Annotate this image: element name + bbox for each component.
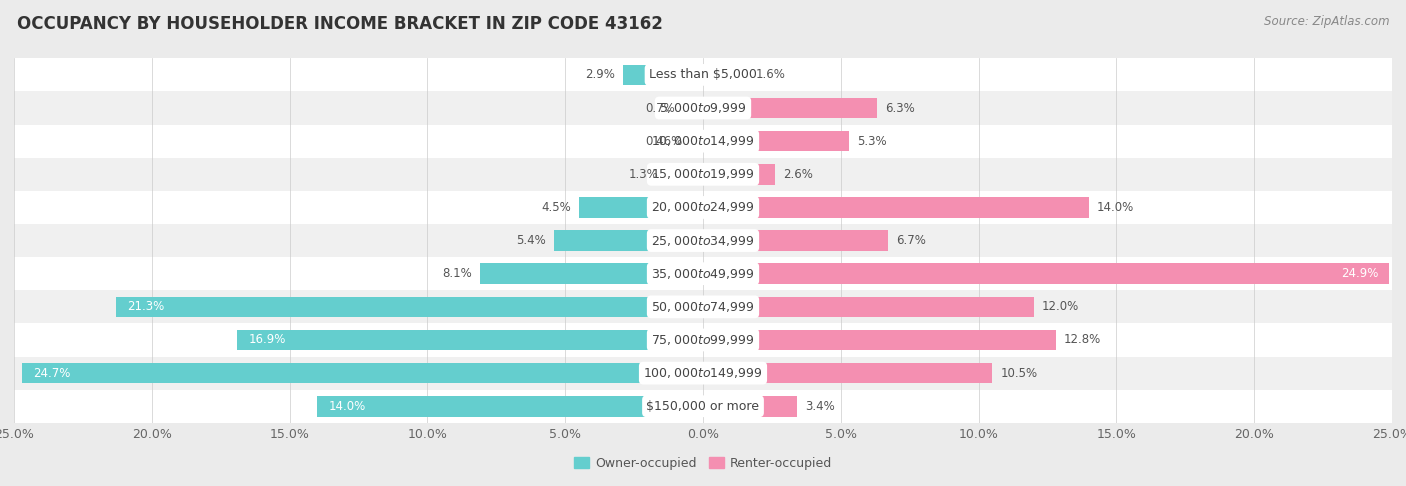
- Text: Source: ZipAtlas.com: Source: ZipAtlas.com: [1264, 15, 1389, 28]
- Text: 14.0%: 14.0%: [328, 400, 366, 413]
- Legend: Owner-occupied, Renter-occupied: Owner-occupied, Renter-occupied: [568, 452, 838, 475]
- FancyBboxPatch shape: [14, 390, 1392, 423]
- Text: 14.0%: 14.0%: [1097, 201, 1135, 214]
- Bar: [703, 164, 775, 185]
- Text: 2.6%: 2.6%: [783, 168, 813, 181]
- Text: 12.0%: 12.0%: [1042, 300, 1080, 313]
- Bar: [579, 197, 703, 218]
- FancyBboxPatch shape: [14, 158, 1392, 191]
- Bar: [683, 98, 703, 118]
- Text: 6.3%: 6.3%: [884, 102, 915, 115]
- Bar: [703, 263, 1389, 284]
- Text: $5,000 to $9,999: $5,000 to $9,999: [659, 101, 747, 115]
- Text: 24.9%: 24.9%: [1341, 267, 1378, 280]
- Text: 21.3%: 21.3%: [127, 300, 165, 313]
- Text: 2.9%: 2.9%: [585, 69, 614, 81]
- Text: $50,000 to $74,999: $50,000 to $74,999: [651, 300, 755, 314]
- Text: 1.3%: 1.3%: [628, 168, 659, 181]
- Text: $35,000 to $49,999: $35,000 to $49,999: [651, 267, 755, 281]
- Bar: [703, 330, 1056, 350]
- Text: $75,000 to $99,999: $75,000 to $99,999: [651, 333, 755, 347]
- FancyBboxPatch shape: [14, 257, 1392, 290]
- FancyBboxPatch shape: [14, 224, 1392, 257]
- Text: 0.46%: 0.46%: [645, 135, 682, 148]
- FancyBboxPatch shape: [14, 58, 1392, 91]
- Text: 12.8%: 12.8%: [1064, 333, 1101, 347]
- Text: 1.6%: 1.6%: [755, 69, 785, 81]
- Bar: [703, 197, 1088, 218]
- Bar: [238, 330, 703, 350]
- Text: OCCUPANCY BY HOUSEHOLDER INCOME BRACKET IN ZIP CODE 43162: OCCUPANCY BY HOUSEHOLDER INCOME BRACKET …: [17, 15, 662, 33]
- Bar: [703, 98, 876, 118]
- FancyBboxPatch shape: [14, 323, 1392, 357]
- Bar: [22, 363, 703, 383]
- Text: $10,000 to $14,999: $10,000 to $14,999: [651, 134, 755, 148]
- Bar: [703, 296, 1033, 317]
- Bar: [623, 65, 703, 85]
- Text: 3.4%: 3.4%: [806, 400, 835, 413]
- Bar: [318, 396, 703, 417]
- Text: 16.9%: 16.9%: [249, 333, 285, 347]
- Text: 4.5%: 4.5%: [541, 201, 571, 214]
- Text: 0.7%: 0.7%: [645, 102, 675, 115]
- Text: $15,000 to $19,999: $15,000 to $19,999: [651, 167, 755, 181]
- Bar: [690, 131, 703, 152]
- Bar: [479, 263, 703, 284]
- Bar: [703, 363, 993, 383]
- FancyBboxPatch shape: [14, 91, 1392, 124]
- Text: 5.4%: 5.4%: [516, 234, 546, 247]
- Text: $20,000 to $24,999: $20,000 to $24,999: [651, 200, 755, 214]
- Text: $25,000 to $34,999: $25,000 to $34,999: [651, 234, 755, 247]
- Text: 24.7%: 24.7%: [34, 366, 70, 380]
- Text: 10.5%: 10.5%: [1001, 366, 1038, 380]
- Text: Less than $5,000: Less than $5,000: [650, 69, 756, 81]
- Bar: [703, 230, 887, 251]
- Text: $150,000 or more: $150,000 or more: [647, 400, 759, 413]
- FancyBboxPatch shape: [14, 290, 1392, 323]
- Text: $100,000 to $149,999: $100,000 to $149,999: [644, 366, 762, 380]
- FancyBboxPatch shape: [14, 124, 1392, 158]
- Bar: [703, 65, 747, 85]
- Bar: [117, 296, 703, 317]
- Text: 5.3%: 5.3%: [858, 135, 887, 148]
- Bar: [703, 131, 849, 152]
- Text: 8.1%: 8.1%: [441, 267, 471, 280]
- Bar: [554, 230, 703, 251]
- Bar: [668, 164, 703, 185]
- Text: 6.7%: 6.7%: [896, 234, 925, 247]
- Bar: [703, 396, 797, 417]
- FancyBboxPatch shape: [14, 357, 1392, 390]
- FancyBboxPatch shape: [14, 191, 1392, 224]
